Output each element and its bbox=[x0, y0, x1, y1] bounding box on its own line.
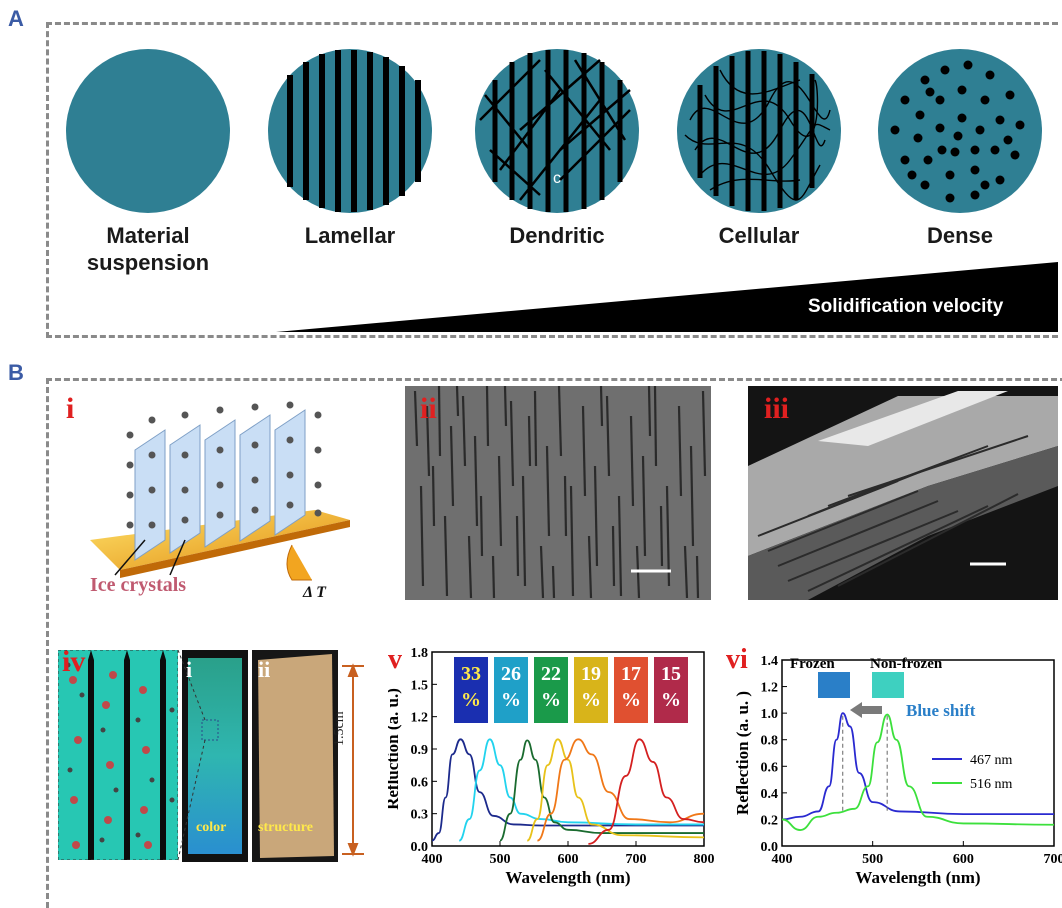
dendritic-c-marker: c bbox=[553, 170, 561, 188]
label-material-suspension: Material suspension bbox=[68, 222, 228, 276]
swatch-percent-value: 17 bbox=[621, 663, 641, 685]
swatch-percent-sign: % bbox=[501, 689, 521, 711]
y-tick-label: 1.4 bbox=[761, 654, 779, 669]
dense-circle bbox=[878, 49, 1042, 213]
blue-shift-label: Blue shift bbox=[906, 701, 976, 720]
blue-shift-arrow bbox=[850, 702, 882, 718]
y-tick-label: 0.6 bbox=[761, 760, 779, 775]
structure-label: structure bbox=[258, 820, 313, 836]
panel-v-numeral: v bbox=[388, 645, 402, 675]
non-frozen-label: Non-frozen bbox=[870, 656, 943, 672]
swatch-percent-value: 15 bbox=[661, 663, 681, 685]
non-frozen-swatch bbox=[872, 672, 904, 698]
label-cellular: Cellular bbox=[679, 222, 839, 249]
panel-vi-numeral: vi bbox=[726, 645, 748, 675]
y-axis-label: Refluction (a. u.) bbox=[388, 688, 402, 810]
y-tick-label: 0.6 bbox=[411, 775, 429, 790]
scale-length-label: 1.5cm bbox=[332, 686, 348, 746]
material-suspension-circle bbox=[66, 49, 230, 213]
panel-a-circles bbox=[0, 0, 1062, 340]
x-tick-label: 500 bbox=[862, 852, 883, 867]
series-line-0 bbox=[432, 739, 704, 840]
x-tick-label: 800 bbox=[694, 852, 715, 867]
legend-label: 467 nm bbox=[970, 753, 1013, 768]
sem-image-top-view bbox=[405, 386, 711, 600]
y-tick-label: 1.2 bbox=[411, 711, 429, 726]
film-sub-ii: ii bbox=[258, 655, 270, 685]
swatch-percent-sign: % bbox=[581, 689, 601, 711]
y-tick-label: 0.3 bbox=[411, 808, 429, 823]
x-tick-label: 600 bbox=[953, 852, 974, 867]
sem-image-cross-section bbox=[748, 386, 1058, 600]
panel-b-letter: B bbox=[8, 360, 24, 386]
label-dense: Dense bbox=[880, 222, 1040, 249]
swatch-percent-sign: % bbox=[541, 689, 561, 711]
x-tick-label: 600 bbox=[558, 852, 579, 867]
y-tick-label: 0.8 bbox=[761, 734, 779, 749]
x-axis-label: Wavelength (nm) bbox=[855, 868, 980, 887]
swatch-percent-sign: % bbox=[661, 689, 681, 711]
y-tick-label: 0.0 bbox=[411, 840, 429, 855]
label-lamellar: Lamellar bbox=[270, 222, 430, 249]
x-tick-label: 700 bbox=[626, 852, 647, 867]
y-tick-label: 0.9 bbox=[411, 743, 429, 758]
frozen-label: Frozen bbox=[790, 656, 835, 672]
y-tick-label: 1.2 bbox=[761, 681, 779, 696]
y-axis-label: Reflection (a. u. ) bbox=[733, 691, 752, 815]
y-tick-label: 0.2 bbox=[761, 813, 779, 828]
swatch-percent-sign: % bbox=[461, 689, 481, 711]
solidification-velocity-label: Solidification velocity bbox=[808, 296, 1003, 318]
panel-i-numeral: i bbox=[66, 394, 74, 424]
lamellar-circle bbox=[268, 49, 432, 213]
film-sub-i: i bbox=[186, 655, 192, 685]
swatch-percent-sign: % bbox=[621, 689, 641, 711]
delta-t-label: Δ T bbox=[303, 584, 326, 602]
swatch-percent-value: 19 bbox=[581, 663, 601, 685]
panel-iv-numeral: iv bbox=[62, 647, 85, 677]
label-dendritic: Dendritic bbox=[477, 222, 637, 249]
y-tick-label: 1.5 bbox=[411, 678, 429, 693]
swatch-percent-value: 22 bbox=[541, 663, 561, 685]
x-tick-label: 500 bbox=[490, 852, 511, 867]
y-tick-label: 0.4 bbox=[761, 787, 779, 802]
x-axis-label: Wavelength (nm) bbox=[505, 868, 630, 887]
frozen-swatch bbox=[818, 672, 850, 698]
legend-label: 516 nm bbox=[970, 777, 1013, 792]
ice-crystals-label: Ice crystals bbox=[90, 574, 186, 597]
cellular-circle bbox=[677, 49, 841, 213]
y-tick-label: 0.0 bbox=[761, 840, 779, 855]
y-tick-label: 1.0 bbox=[761, 707, 779, 722]
color-label: color bbox=[196, 820, 226, 836]
panel-iii-numeral: iii bbox=[764, 394, 789, 424]
swatch-percent-value: 26 bbox=[501, 663, 521, 685]
x-tick-label: 700 bbox=[1044, 852, 1062, 867]
panel-ii-numeral: ii bbox=[420, 394, 437, 424]
dendritic-circle bbox=[475, 49, 639, 213]
y-tick-label: 1.8 bbox=[411, 646, 429, 661]
swatch-percent-value: 33 bbox=[461, 663, 481, 685]
